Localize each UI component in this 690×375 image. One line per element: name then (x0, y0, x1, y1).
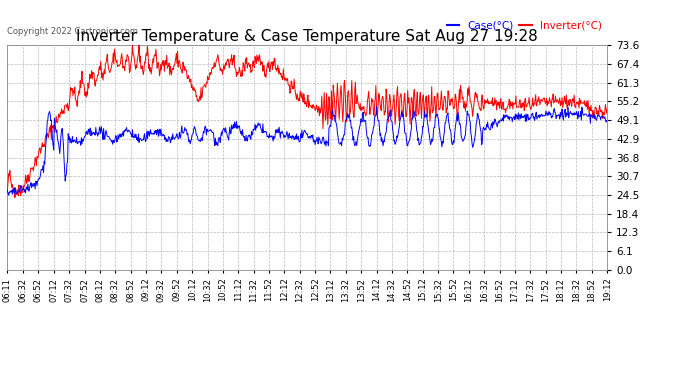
Text: Copyright 2022 Cartronics.com: Copyright 2022 Cartronics.com (7, 27, 138, 36)
Legend: Case(°C), Inverter(°C): Case(°C), Inverter(°C) (447, 21, 602, 31)
Title: Inverter Temperature & Case Temperature Sat Aug 27 19:28: Inverter Temperature & Case Temperature … (76, 29, 538, 44)
